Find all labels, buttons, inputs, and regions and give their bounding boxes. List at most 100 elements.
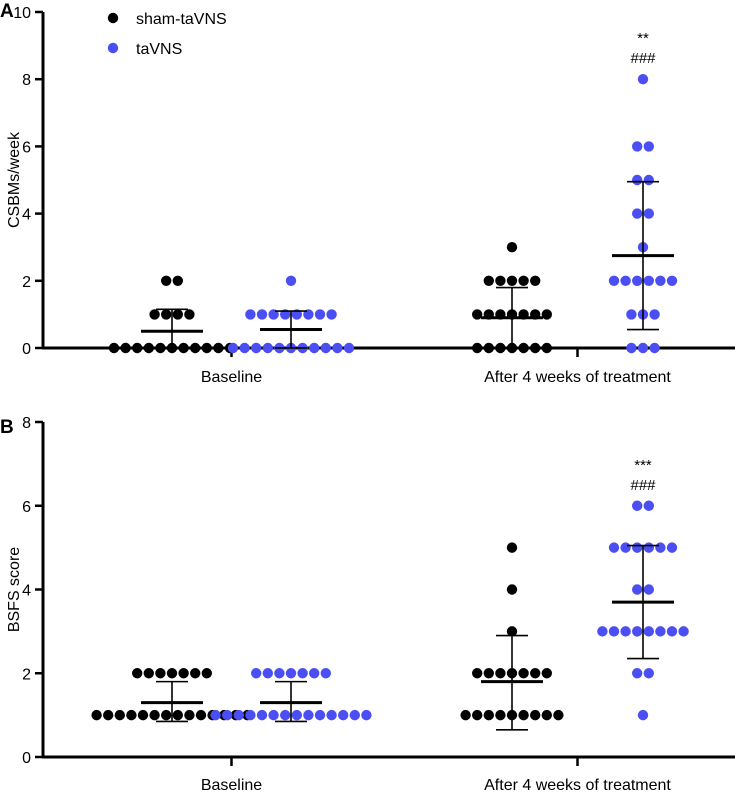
- data-point: [678, 626, 689, 637]
- data-point: [632, 275, 643, 286]
- data-point: [666, 626, 678, 637]
- data-point: [472, 342, 483, 354]
- data-point: [530, 668, 541, 679]
- data-point: [213, 342, 224, 354]
- data-point: [460, 709, 471, 721]
- data-point: [632, 208, 643, 219]
- data-point: [314, 709, 326, 721]
- data-point: [190, 342, 201, 354]
- data-point: [518, 668, 529, 679]
- data-point: [637, 342, 649, 354]
- data-point: [309, 668, 320, 679]
- data-point: [632, 174, 643, 186]
- data-point: [320, 342, 331, 354]
- y-tick-label: 0: [22, 341, 31, 358]
- data-point: [120, 342, 131, 354]
- data-point: [483, 342, 494, 354]
- data-point: [274, 668, 285, 679]
- significance-label: ###: [630, 50, 656, 67]
- data-point: [256, 709, 268, 721]
- data-point: [320, 668, 331, 679]
- data-point: [91, 709, 102, 721]
- data-point: [361, 709, 372, 721]
- data-point: [149, 709, 160, 721]
- data-point: [666, 542, 678, 553]
- data-point: [472, 309, 483, 320]
- data-point: [553, 709, 564, 721]
- data-point: [518, 709, 529, 721]
- data-point: [227, 342, 239, 354]
- data-point: [626, 309, 637, 320]
- x-category-label: After 4 weeks of treatment: [484, 777, 671, 792]
- data-point: [632, 668, 643, 679]
- data-point: [608, 542, 620, 553]
- data-point: [632, 500, 643, 511]
- data-point: [643, 542, 654, 553]
- data-point: [297, 668, 308, 679]
- data-point: [114, 709, 126, 721]
- legend: sham-taVNS taVNS: [107, 11, 227, 58]
- data-point: [172, 709, 183, 721]
- data-point: [285, 668, 297, 679]
- data-point: [637, 709, 649, 721]
- y-tick-label: 8: [22, 72, 31, 89]
- data-point: [210, 709, 221, 721]
- data-point: [495, 275, 506, 286]
- significance-label: ***: [634, 457, 652, 474]
- data-point: [495, 668, 506, 679]
- data-point: [483, 275, 494, 286]
- data-point: [190, 668, 201, 679]
- data-point: [326, 709, 337, 721]
- data-point: [655, 542, 666, 553]
- data-point: [332, 342, 343, 354]
- data-point: [172, 275, 183, 286]
- panel-letter: B: [0, 417, 14, 438]
- data-point: [530, 342, 541, 354]
- legend-label: sham-taVNS: [136, 11, 227, 28]
- data-point: [506, 626, 518, 637]
- x-category-label: Baseline: [201, 777, 262, 792]
- data-point: [483, 668, 494, 679]
- data-point: [541, 709, 552, 721]
- data-point: [280, 709, 291, 721]
- data-point: [303, 709, 314, 721]
- data-point: [483, 709, 494, 721]
- data-point: [326, 309, 337, 320]
- data-point: [251, 342, 262, 354]
- data-point: [178, 668, 189, 679]
- y-tick-label: 0: [22, 750, 31, 767]
- data-point: [655, 626, 666, 637]
- data-point: [495, 709, 506, 721]
- data-point: [233, 709, 244, 721]
- data-point: [262, 342, 273, 354]
- data-point: [149, 309, 160, 320]
- y-tick-label: 10: [13, 5, 31, 22]
- data-point: [343, 342, 355, 354]
- y-axis-label: BSFS score: [6, 547, 23, 632]
- data-point: [597, 626, 608, 637]
- data-point: [126, 709, 137, 721]
- data-point: [518, 275, 529, 286]
- significance-label: ###: [630, 477, 656, 494]
- data-point: [338, 709, 349, 721]
- chart-panel-a: A 0 2 4 6 8 10 CSBMs/week Baseline After 4 weeks …: [0, 1, 735, 386]
- data-point: [201, 342, 212, 354]
- data-point: [655, 275, 666, 286]
- data-point: [103, 709, 114, 721]
- data-point: [643, 668, 654, 679]
- data-point: [184, 709, 195, 721]
- data-point: [222, 709, 233, 721]
- chart-panel-b: B 0 2 4 6 8 BSFS score Baseline After 4 weeks of…: [0, 415, 735, 792]
- data-point: [161, 709, 172, 721]
- data-point: [643, 208, 654, 219]
- y-axis-label: CSBMs/week: [6, 131, 23, 228]
- data-point: [161, 275, 172, 286]
- data-point: [285, 275, 297, 286]
- data-point: [132, 342, 143, 354]
- data-point: [541, 342, 552, 354]
- legend-label: taVNS: [136, 41, 182, 58]
- data-point: [643, 584, 654, 595]
- y-tick-label: 2: [22, 666, 31, 683]
- legend-marker: [107, 42, 119, 54]
